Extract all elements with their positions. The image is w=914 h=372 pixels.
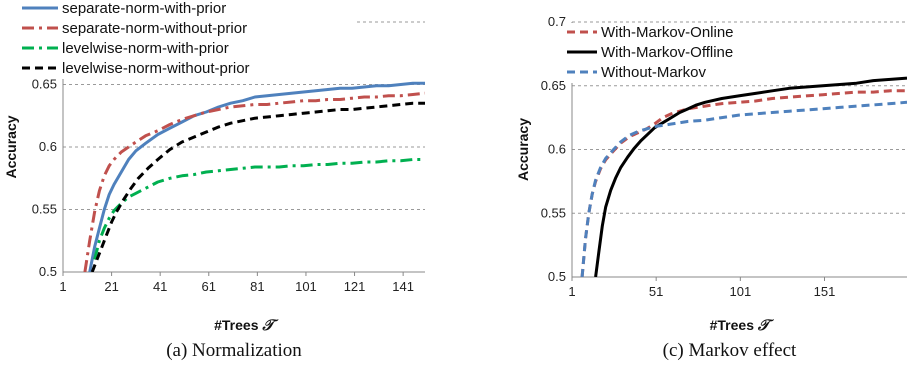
- legend-label: levelwise-norm-without-prior: [62, 60, 250, 77]
- legend-background: [564, 23, 774, 83]
- series-line-2: [594, 76, 907, 277]
- chart-panel-1: 0.50.550.60.650.7121416181101121141separ…: [3, 0, 425, 361]
- series-line-1: [88, 81, 425, 272]
- chart-caption: (a) Normalization: [166, 340, 302, 361]
- x-tick-label: 1: [59, 279, 66, 294]
- y-axis-title: Accuracy: [3, 115, 19, 178]
- chart-panel-2: 0.50.550.60.650.71 51 101 151With-Markov-On…: [515, 14, 907, 361]
- y-tick-label: 0.5: [39, 264, 57, 279]
- x-tick-label: 151: [814, 284, 836, 299]
- x-axis-title: #Trees 𝒯: [710, 316, 775, 334]
- x-tick-label: 81: [250, 279, 264, 294]
- series-line-3: [93, 158, 425, 260]
- x-tick-label: 101: [729, 284, 751, 299]
- y-tick-label: 0.5: [548, 269, 566, 284]
- legend-label: Without-Markov: [601, 64, 707, 81]
- x-axis-symbol: 𝒯: [757, 316, 775, 334]
- legend-label: With-Markov-Online: [601, 24, 734, 41]
- series-line-1: [580, 89, 907, 277]
- x-axis-title: #Trees 𝒯: [214, 316, 279, 334]
- y-axis-title: Accuracy: [515, 118, 531, 181]
- y-tick-label: 0.65: [541, 78, 566, 93]
- y-tick-label: 0.65: [32, 77, 57, 92]
- x-tick-label: 121: [344, 279, 366, 294]
- legend-label: separate-norm-with-prior: [62, 0, 226, 17]
- x-tick-label: 21: [104, 279, 118, 294]
- x-tick-label: 101: [295, 279, 317, 294]
- x-tick-label: 61: [202, 279, 216, 294]
- y-tick-label: 0.55: [32, 202, 57, 217]
- y-tick-label: 0.6: [548, 142, 566, 157]
- legend-label: levelwise-norm-with-prior: [62, 40, 229, 57]
- y-tick-label: 0.6: [39, 139, 57, 154]
- legend-label: With-Markov-Offline: [601, 44, 733, 61]
- chart-caption: (c) Markov effect: [663, 340, 797, 361]
- series-line-2: [83, 91, 425, 272]
- series-line-3: [580, 100, 907, 277]
- x-tick-label: 1: [568, 284, 575, 299]
- legend-label: separate-norm-without-prior: [62, 20, 247, 37]
- x-tick-label: 141: [392, 279, 414, 294]
- y-tick-label: 0.7: [548, 14, 566, 29]
- x-tick-label: 41: [153, 279, 167, 294]
- y-tick-label: 0.55: [541, 205, 566, 220]
- x-tick-label: 51: [649, 284, 663, 299]
- legend-background: [19, 0, 355, 79]
- x-axis-symbol: 𝒯: [261, 316, 279, 334]
- series-line-4: [90, 101, 425, 272]
